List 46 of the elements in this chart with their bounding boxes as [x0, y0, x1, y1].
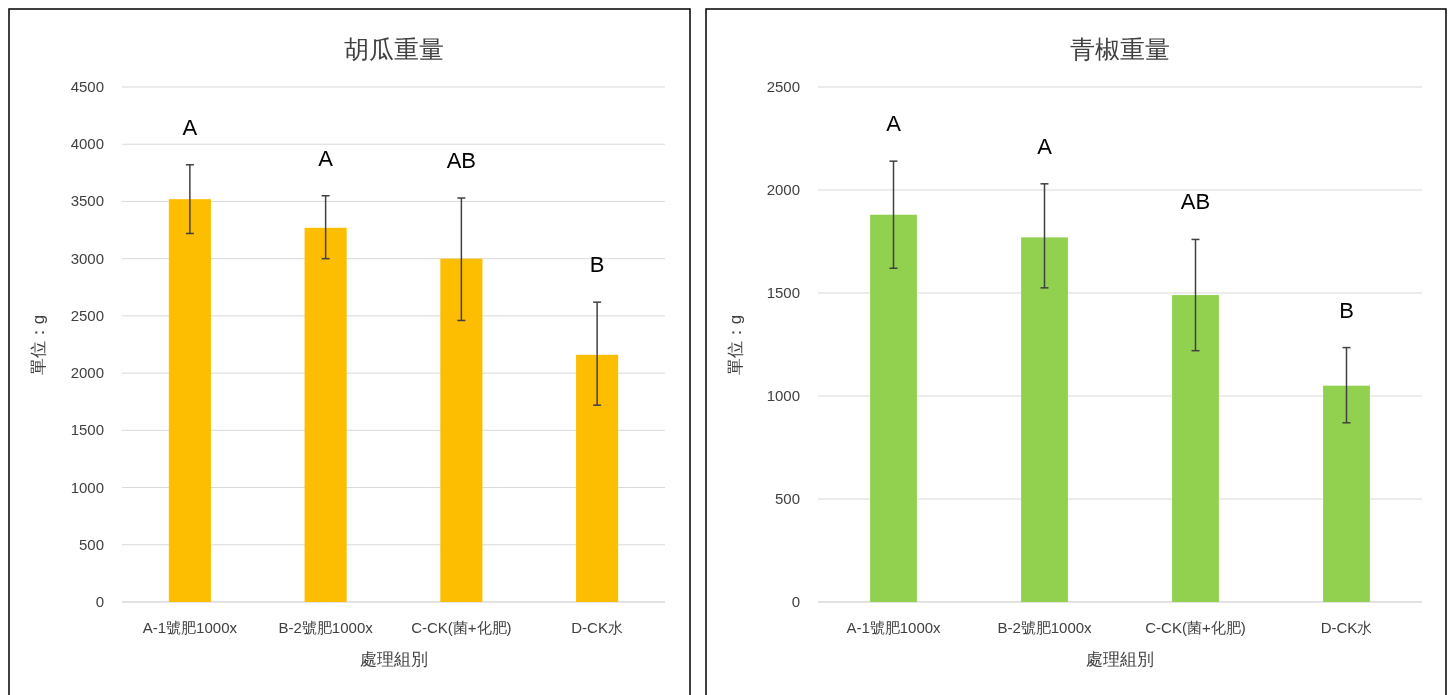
- annotation: A: [886, 111, 902, 137]
- y-tick-label: 1500: [70, 421, 104, 439]
- y-tick-label: 3500: [70, 192, 104, 210]
- x-tick-label: C-CK(菌+化肥): [1145, 619, 1246, 636]
- y-tick-label: 4000: [70, 135, 104, 153]
- y-tick-label: 4500: [70, 78, 104, 95]
- x-axis-title: 處理組別: [359, 650, 428, 669]
- y-tick-label: 1000: [766, 387, 800, 404]
- chart-title: 青椒重量: [1070, 35, 1170, 63]
- annotation: A: [1037, 133, 1053, 159]
- y-tick-label: 0: [791, 593, 800, 610]
- x-tick-label: A-1號肥1000x: [846, 619, 942, 636]
- y-axis-title: 單位：g: [726, 314, 745, 376]
- x-tick-label: A-1號肥1000x: [142, 619, 238, 636]
- bar: [440, 258, 483, 602]
- y-axis-title: 單位：g: [29, 314, 48, 376]
- bar: [1323, 385, 1370, 602]
- y-tick-label: 2000: [766, 181, 800, 198]
- annotation: B: [1339, 297, 1354, 323]
- x-tick-label: D-CK水: [571, 619, 623, 636]
- bar: [304, 227, 347, 602]
- x-axis-title: 處理組別: [1086, 650, 1154, 669]
- x-tick-label: B-2號肥1000x: [997, 619, 1093, 636]
- bar: [168, 199, 211, 602]
- x-tick-label: C-CK(菌+化肥): [411, 619, 512, 636]
- y-tick-label: 500: [78, 535, 104, 553]
- annotation: AB: [1180, 189, 1211, 215]
- y-tick-label: 1500: [766, 284, 800, 301]
- bar: [1021, 237, 1068, 602]
- y-tick-label: 0: [95, 593, 104, 610]
- bar: [870, 214, 917, 602]
- bar: [1172, 295, 1219, 602]
- annotation: B: [589, 252, 605, 278]
- y-tick-label: 2500: [70, 306, 104, 324]
- y-tick-label: 2500: [766, 78, 800, 95]
- y-tick-label: 2000: [70, 364, 104, 382]
- x-tick-label: B-2號肥1000x: [278, 619, 374, 636]
- x-tick-label: D-CK水: [1320, 619, 1373, 636]
- annotation: A: [182, 114, 198, 140]
- annotation: AB: [446, 148, 477, 174]
- bar: [576, 354, 619, 602]
- y-tick-label: 500: [774, 490, 800, 507]
- y-tick-label: 3000: [70, 249, 104, 267]
- y-tick-label: 1000: [70, 478, 104, 496]
- annotation: A: [318, 145, 334, 171]
- chart-title: 胡瓜重量: [343, 35, 444, 63]
